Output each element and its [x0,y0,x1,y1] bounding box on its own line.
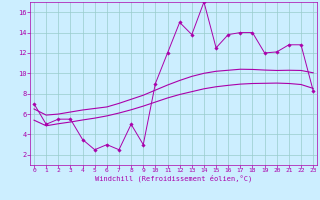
X-axis label: Windchill (Refroidissement éolien,°C): Windchill (Refroidissement éolien,°C) [95,175,252,182]
